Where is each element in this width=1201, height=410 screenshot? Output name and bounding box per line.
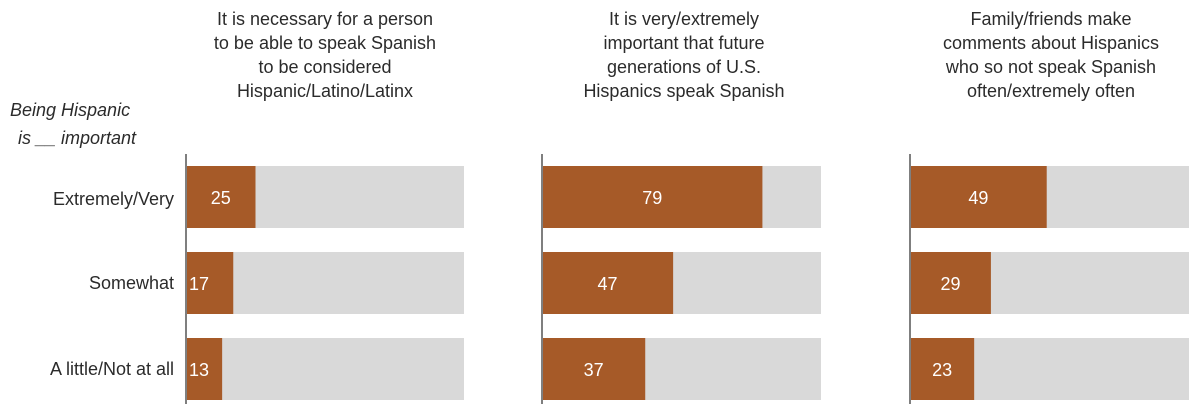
panel-title-line: important that future — [603, 33, 764, 53]
panel-3: Family/friends make comments about Hispan… — [909, 9, 1189, 404]
panel-title-line: Family/friends make — [970, 9, 1131, 29]
data-label: 25 — [211, 188, 231, 208]
category-label: Extremely/Very — [53, 189, 174, 209]
data-label: 17 — [189, 274, 209, 294]
panel-title: It is necessary for a person to be able t… — [214, 9, 436, 101]
bar — [910, 252, 991, 314]
panel-title: Family/friends make comments about Hispan… — [943, 9, 1159, 101]
data-label: 37 — [584, 360, 604, 380]
data-label: 47 — [598, 274, 618, 294]
panel-title-line: often/extremely often — [967, 81, 1135, 101]
panel-title-line: It is very/extremely — [609, 9, 759, 29]
category-label: Somewhat — [89, 273, 174, 293]
panel-2: It is very/extremely important that futur… — [541, 9, 821, 404]
bar — [542, 166, 763, 228]
panel-title-line: who so not speak Spanish — [945, 57, 1156, 77]
category-label: A little/Not at all — [50, 359, 174, 379]
category-labels: Extremely/Very Somewhat A little/Not at … — [50, 189, 174, 379]
data-label: 49 — [968, 188, 988, 208]
bar — [910, 338, 975, 400]
panel-title-line: It is necessary for a person — [217, 9, 433, 29]
row-header-line-1: Being Hispanic — [10, 100, 130, 120]
bar — [542, 252, 674, 314]
bar — [186, 252, 234, 314]
bar — [910, 166, 1047, 228]
data-label: 23 — [932, 360, 952, 380]
data-label: 79 — [642, 188, 662, 208]
data-label: 29 — [940, 274, 960, 294]
panels: It is necessary for a person to be able t… — [185, 9, 1189, 404]
panel-title: It is very/extremely important that futur… — [583, 9, 784, 101]
row-header: Being Hispanic is __ important — [10, 100, 137, 148]
bar-track — [186, 338, 464, 400]
panel-title-line: Hispanic/Latino/Latinx — [237, 81, 413, 101]
panel-title-line: generations of U.S. — [607, 57, 761, 77]
bar — [186, 338, 223, 400]
panel-title-line: comments about Hispanics — [943, 33, 1159, 53]
bar — [186, 166, 256, 228]
panel-1: It is necessary for a person to be able t… — [185, 9, 464, 404]
panel-title-line: to be able to speak Spanish — [214, 33, 436, 53]
panel-title-line: Hispanics speak Spanish — [583, 81, 784, 101]
bar — [542, 338, 646, 400]
row-header-line-2: is __ important — [18, 128, 137, 148]
panel-title-line: to be considered — [258, 57, 391, 77]
data-label: 13 — [189, 360, 209, 380]
